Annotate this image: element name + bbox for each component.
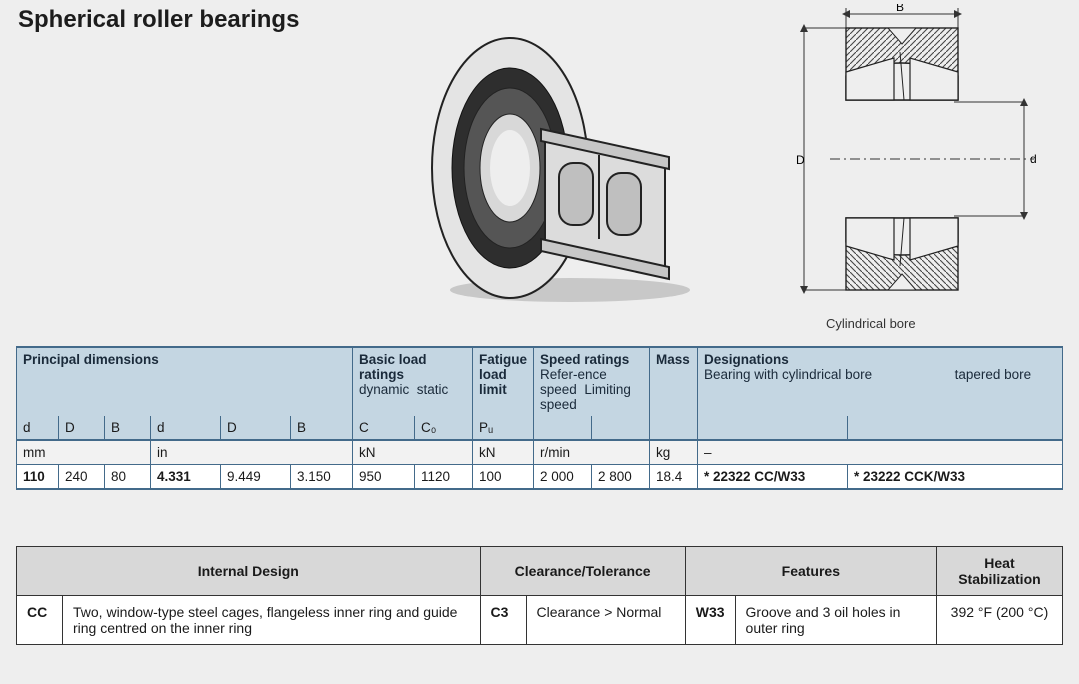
sym-Pu: Pᵤ (473, 416, 534, 440)
val-d-in: 4.331 (151, 465, 221, 490)
specs-table: Principal dimensions Basic load ratings … (16, 346, 1063, 490)
sym-C: C (353, 416, 415, 440)
sym-D-in: D (221, 416, 291, 440)
heat-text: 392 °F (200 °C) (936, 596, 1062, 645)
sym-B-mm: B (105, 416, 151, 440)
unit-in: in (151, 440, 353, 465)
dim-label-D: D (796, 153, 805, 167)
sym-des1 (698, 416, 848, 440)
features-text: Groove and 3 oil holes in outer ring (735, 596, 936, 645)
features-code: W33 (685, 596, 735, 645)
internal-text: Two, window-type steel cages, flangeless… (63, 596, 481, 645)
internal-code: CC (17, 596, 63, 645)
val-des1: * 22322 CC/W33 (698, 465, 848, 490)
unit-mm: mm (17, 440, 151, 465)
unit-kg: kg (650, 440, 698, 465)
dh-internal: Internal Design (17, 547, 481, 596)
val-D-in: 9.449 (221, 465, 291, 490)
unit-kN: kN (353, 440, 473, 465)
hdr-designations: Designations Bearing with cylindrical bo… (698, 347, 1063, 416)
sym-B-in: B (291, 416, 353, 440)
hdr-mass: Mass (650, 347, 698, 416)
clearance-text: Clearance > Normal (526, 596, 685, 645)
page-title: Spherical roller bearings (18, 6, 299, 34)
hdr-speed: Speed ratings Refer-ence speed Limiting … (534, 347, 650, 416)
sym-des2 (848, 416, 1063, 440)
dh-clearance: Clearance/Tolerance (480, 547, 685, 596)
val-B-in: 3.150 (291, 465, 353, 490)
sym-lim (592, 416, 650, 440)
hdr-principal: Principal dimensions (17, 347, 353, 416)
sym-C0: C₀ (415, 416, 473, 440)
val-limspeed: 2 800 (592, 465, 650, 490)
hdr-basic-load: Basic load ratings dynamic static (353, 347, 473, 416)
val-B-mm: 80 (105, 465, 151, 490)
val-refspeed: 2 000 (534, 465, 592, 490)
val-C: 950 (353, 465, 415, 490)
val-mass: 18.4 (650, 465, 698, 490)
sym-D-mm: D (59, 416, 105, 440)
bearing-illustration (400, 20, 710, 315)
sym-mass (650, 416, 698, 440)
dimension-caption: Cylindrical bore (826, 316, 916, 331)
val-D-mm: 240 (59, 465, 105, 490)
hdr-fatigue: Fatigue load limit (473, 347, 534, 416)
val-des2: * 23222 CCK/W33 (848, 465, 1063, 490)
val-d-mm: 110 (17, 465, 59, 490)
sym-d-in: d (151, 416, 221, 440)
val-Pu: 100 (473, 465, 534, 490)
unit-kN2: kN (473, 440, 534, 465)
dh-features: Features (685, 547, 936, 596)
val-C0: 1120 (415, 465, 473, 490)
dh-heat: Heat Stabilization (936, 547, 1062, 596)
sym-d-mm: d (17, 416, 59, 440)
dim-label-B: B (896, 4, 904, 14)
dimension-drawing: D d B (790, 4, 1050, 304)
sym-ref (534, 416, 592, 440)
clearance-code: C3 (480, 596, 526, 645)
details-table: Internal Design Clearance/Tolerance Feat… (16, 546, 1063, 645)
unit-rmin: r/min (534, 440, 650, 465)
unit-dash: – (698, 440, 1063, 465)
